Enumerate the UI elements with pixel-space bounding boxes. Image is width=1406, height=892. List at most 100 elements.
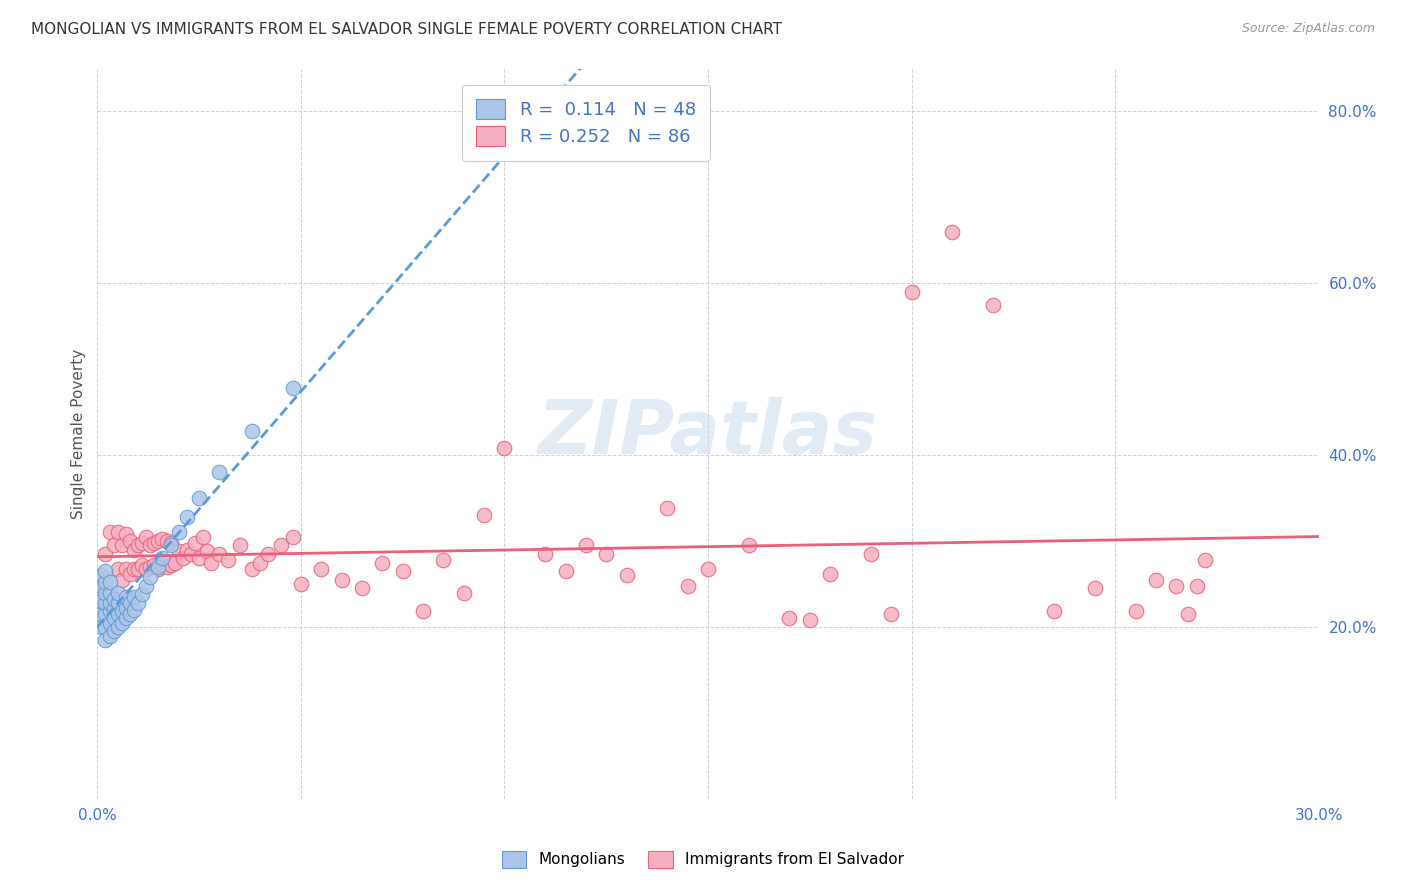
Point [453, 585, 475, 599]
Point [111, 615, 134, 630]
Point [139, 559, 162, 574]
Point [115, 527, 138, 541]
Point [472, 508, 495, 523]
Point [94, 575, 117, 590]
Point [281, 381, 304, 395]
Point [155, 534, 177, 549]
Point [98, 615, 121, 630]
Point [118, 596, 141, 610]
Point [200, 556, 222, 570]
Point [98, 575, 121, 590]
Point [152, 558, 174, 572]
Point [118, 534, 141, 549]
Point [208, 465, 231, 479]
Text: Source: ZipAtlas.com: Source: ZipAtlas.com [1241, 22, 1375, 36]
Point [107, 596, 129, 610]
Point [494, 442, 516, 456]
Point [195, 544, 218, 558]
Point [103, 592, 125, 607]
Point [799, 613, 821, 627]
Point [152, 533, 174, 547]
Point [371, 556, 394, 570]
Point [135, 561, 157, 575]
Point [148, 534, 170, 549]
Point [98, 628, 121, 642]
Point [738, 538, 761, 552]
Point [98, 585, 121, 599]
Point [135, 579, 157, 593]
Point [115, 561, 138, 575]
Point [127, 596, 149, 610]
Point [115, 601, 138, 615]
Point [176, 542, 198, 557]
Point [575, 538, 598, 552]
Point [111, 605, 134, 619]
Text: ZIPatlas: ZIPatlas [538, 397, 877, 470]
Point [115, 590, 138, 604]
Point [1166, 579, 1188, 593]
Point [90, 579, 112, 593]
Point [534, 547, 557, 561]
Point [412, 605, 434, 619]
Point [391, 564, 413, 578]
Point [159, 558, 181, 572]
Point [595, 547, 617, 561]
Point [90, 568, 112, 582]
Point [180, 547, 202, 561]
Point [90, 579, 112, 593]
Point [103, 624, 125, 639]
Point [188, 491, 211, 505]
Point [155, 559, 177, 574]
Point [309, 561, 332, 575]
Point [127, 538, 149, 552]
Point [941, 225, 963, 239]
Point [98, 605, 121, 619]
Point [208, 547, 231, 561]
Point [90, 620, 112, 634]
Point [122, 590, 145, 604]
Point [818, 566, 841, 581]
Point [94, 547, 117, 561]
Point [103, 538, 125, 552]
Point [167, 525, 190, 540]
Point [270, 538, 292, 552]
Point [981, 298, 1004, 312]
Point [229, 538, 252, 552]
Point [167, 544, 190, 558]
Point [176, 510, 198, 524]
Point [350, 582, 373, 596]
Point [107, 607, 129, 621]
Point [139, 570, 162, 584]
Point [163, 556, 186, 570]
Point [159, 538, 181, 552]
Point [94, 607, 117, 621]
Point [249, 556, 271, 570]
Point [1185, 579, 1208, 593]
Point [184, 535, 207, 549]
Point [159, 535, 181, 549]
Point [1084, 582, 1107, 596]
Point [148, 559, 170, 574]
Point [118, 607, 141, 621]
Legend: R =  0.114   N = 48, R = 0.252   N = 86: R = 0.114 N = 48, R = 0.252 N = 86 [461, 85, 710, 161]
Point [131, 558, 153, 572]
Point [90, 607, 112, 621]
Point [94, 564, 117, 578]
Point [111, 573, 134, 587]
Point [240, 561, 263, 575]
Point [98, 596, 121, 610]
Point [1177, 607, 1199, 621]
Legend: Mongolians, Immigrants from El Salvador: Mongolians, Immigrants from El Salvador [489, 838, 917, 880]
Point [330, 573, 353, 587]
Point [143, 535, 166, 549]
Point [98, 525, 121, 540]
Point [103, 601, 125, 615]
Point [122, 542, 145, 557]
Point [900, 285, 922, 299]
Point [107, 585, 129, 599]
Point [90, 594, 112, 608]
Point [107, 525, 129, 540]
Point [118, 566, 141, 581]
Point [115, 611, 138, 625]
Point [257, 547, 280, 561]
